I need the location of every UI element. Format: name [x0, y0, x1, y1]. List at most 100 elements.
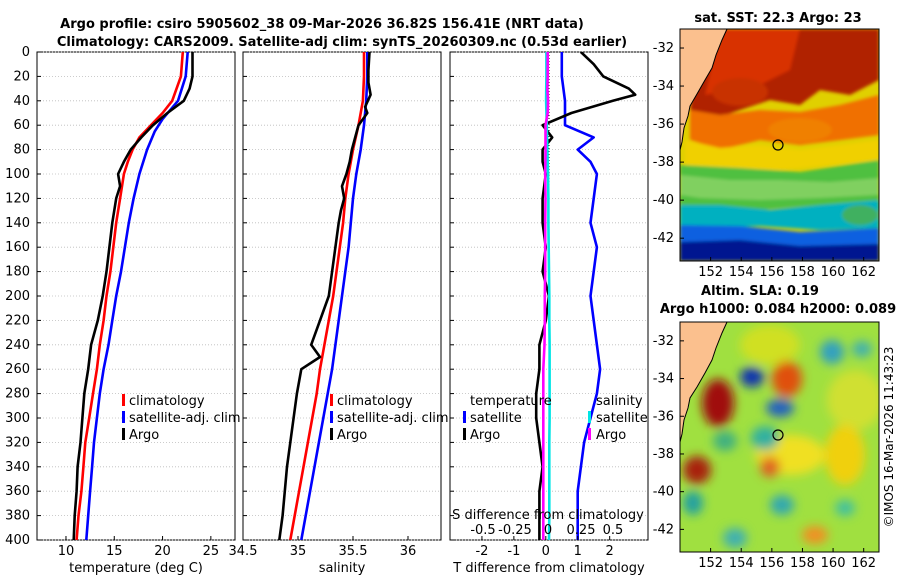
legend-swatch-satellite-adj — [122, 411, 125, 423]
series-line-temperature-argo — [534, 52, 637, 540]
y-tick-label: 100 — [5, 167, 30, 182]
x-tick-label: 25 — [203, 544, 220, 559]
x-tick-label: 15 — [106, 544, 123, 559]
legend-swatch-temp-satellite — [463, 411, 466, 423]
map-y-tick-label: -40 — [653, 485, 674, 500]
y-tick-label: 180 — [5, 265, 30, 280]
legend-swatch-argo — [122, 428, 125, 440]
sla-coastline — [680, 322, 728, 443]
series-line-temperature-satellite — [560, 52, 602, 540]
sla-low — [723, 528, 747, 548]
sla-map: Altim. SLA: 0.19 Argo h1000: 0.084 h2000… — [653, 284, 896, 571]
legend-label-climatology: climatology — [337, 394, 413, 409]
sst-yellow — [685, 140, 879, 170]
sst-warm-red — [705, 29, 800, 95]
sla-low — [852, 341, 872, 357]
x-tick-label: 34.5 — [229, 544, 258, 559]
sst-argo-marker — [772, 139, 784, 151]
x-tick-label: 1 — [574, 544, 582, 559]
map-y-tick-label: -38 — [653, 447, 674, 462]
y-tick-label: 280 — [5, 387, 30, 402]
sla-low — [683, 491, 703, 515]
salinity-xlabel: salinity — [319, 561, 366, 576]
map-x-tick-label: 156 — [759, 265, 784, 280]
sst-eddy-warm — [712, 78, 768, 106]
legend-label-satellite-adj: satellite-adj. clim — [129, 411, 241, 426]
sla-high — [702, 379, 734, 427]
legend-swatch-climatology — [122, 394, 125, 406]
map-y-tick-label: -42 — [653, 231, 674, 246]
map-x-tick-label: 162 — [851, 265, 876, 280]
map-x-tick-label: 152 — [698, 556, 723, 571]
y-tick-label: 120 — [5, 191, 30, 206]
secondary-tick: -0.5 — [470, 523, 495, 538]
map-y-tick-label: -34 — [653, 79, 674, 94]
map-y-tick-label: -32 — [653, 334, 674, 349]
x-tick-label: -1 — [507, 544, 520, 559]
legend-label-argo: Argo — [337, 428, 367, 443]
legend-swatch-temp-argo — [463, 428, 466, 440]
series-line-climatology — [75, 52, 185, 540]
y-tick-label: 140 — [5, 216, 30, 231]
y-tick-label: 360 — [5, 484, 30, 499]
legend-label-sal-satellite: satellite — [596, 411, 648, 426]
sla-mid — [751, 426, 779, 450]
y-tick-label: 80 — [13, 143, 30, 158]
difference-legend: temperature satellite Argo salinity sate… — [463, 394, 648, 443]
y-tick-label: 0 — [22, 45, 30, 60]
y-tick-label: 20 — [13, 69, 30, 84]
map-x-tick-label: 152 — [698, 265, 723, 280]
sla-high — [772, 361, 802, 397]
secondary-tick: 0 — [544, 523, 552, 538]
sla-map-title2: Argo h1000: 0.084 h2000: 0.089 — [660, 302, 896, 317]
sla-low — [713, 431, 737, 451]
y-tick-label: 200 — [5, 289, 30, 304]
series-line-salinity-satellite — [544, 52, 551, 540]
map-y-tick-label: -42 — [653, 522, 674, 537]
x-tick-label: -2 — [475, 544, 488, 559]
sla-high — [760, 457, 780, 477]
map-x-tick-label: 158 — [790, 556, 815, 571]
salinity-legend: climatology satellite-adj. clim Argo — [330, 394, 449, 443]
sst-map-title: sat. SST: 22.3 Argo: 23 — [694, 11, 861, 26]
map-x-tick-label: 160 — [821, 265, 846, 280]
header-line1: Argo profile: csiro 5905602_38 09-Mar-20… — [60, 17, 584, 32]
sla-map-frame — [679, 321, 880, 553]
y-tick-label: 400 — [5, 533, 30, 548]
map-y-tick-label: -34 — [653, 372, 674, 387]
sst-deep-blue — [680, 240, 879, 261]
sst-map: sat. SST: 22.3 Argo: 23 — [653, 11, 880, 280]
sla-blob — [827, 370, 879, 430]
map-x-tick-label: 154 — [729, 556, 754, 571]
legend-swatch-climatology — [330, 394, 333, 406]
x-tick-label: 2 — [606, 544, 614, 559]
y-tick-label: 60 — [13, 118, 30, 133]
sla-map-title1: Altim. SLA: 0.19 — [701, 284, 819, 299]
legend-swatch-sal-satellite — [588, 411, 591, 423]
y-tick-label: 240 — [5, 338, 30, 353]
x-tick-label: 35 — [290, 544, 307, 559]
legend-title-temperature: temperature — [470, 394, 552, 409]
sla-blob — [825, 425, 865, 485]
series-line-argo — [72, 52, 194, 540]
legend-label-temp-satellite: satellite — [470, 411, 522, 426]
map-x-tick-label: 162 — [851, 556, 876, 571]
series-line-satellite-adj-clim — [300, 52, 369, 540]
sla-low — [740, 367, 764, 387]
temperature-xlabel: temperature (deg C) — [69, 561, 203, 576]
y-tick-label: 220 — [5, 313, 30, 328]
y-tick-label: 300 — [5, 411, 30, 426]
map-x-tick-label: 156 — [759, 556, 784, 571]
legend-swatch-argo — [330, 428, 333, 440]
sla-low — [820, 340, 844, 364]
difference-xlabel: T difference from climatology — [452, 561, 645, 576]
difference-plot: -2 -1 0 1 2 T difference from climatology S … — [449, 51, 649, 576]
legend-label-climatology: climatology — [129, 394, 205, 409]
legend-label-sal-argo: Argo — [596, 428, 626, 443]
sst-lightgreen — [680, 175, 879, 200]
legend-title-salinity: salinity — [596, 394, 643, 409]
secondary-tick: 0.5 — [603, 523, 624, 538]
sla-land — [680, 322, 727, 442]
map-y-tick-label: -38 — [653, 155, 674, 170]
